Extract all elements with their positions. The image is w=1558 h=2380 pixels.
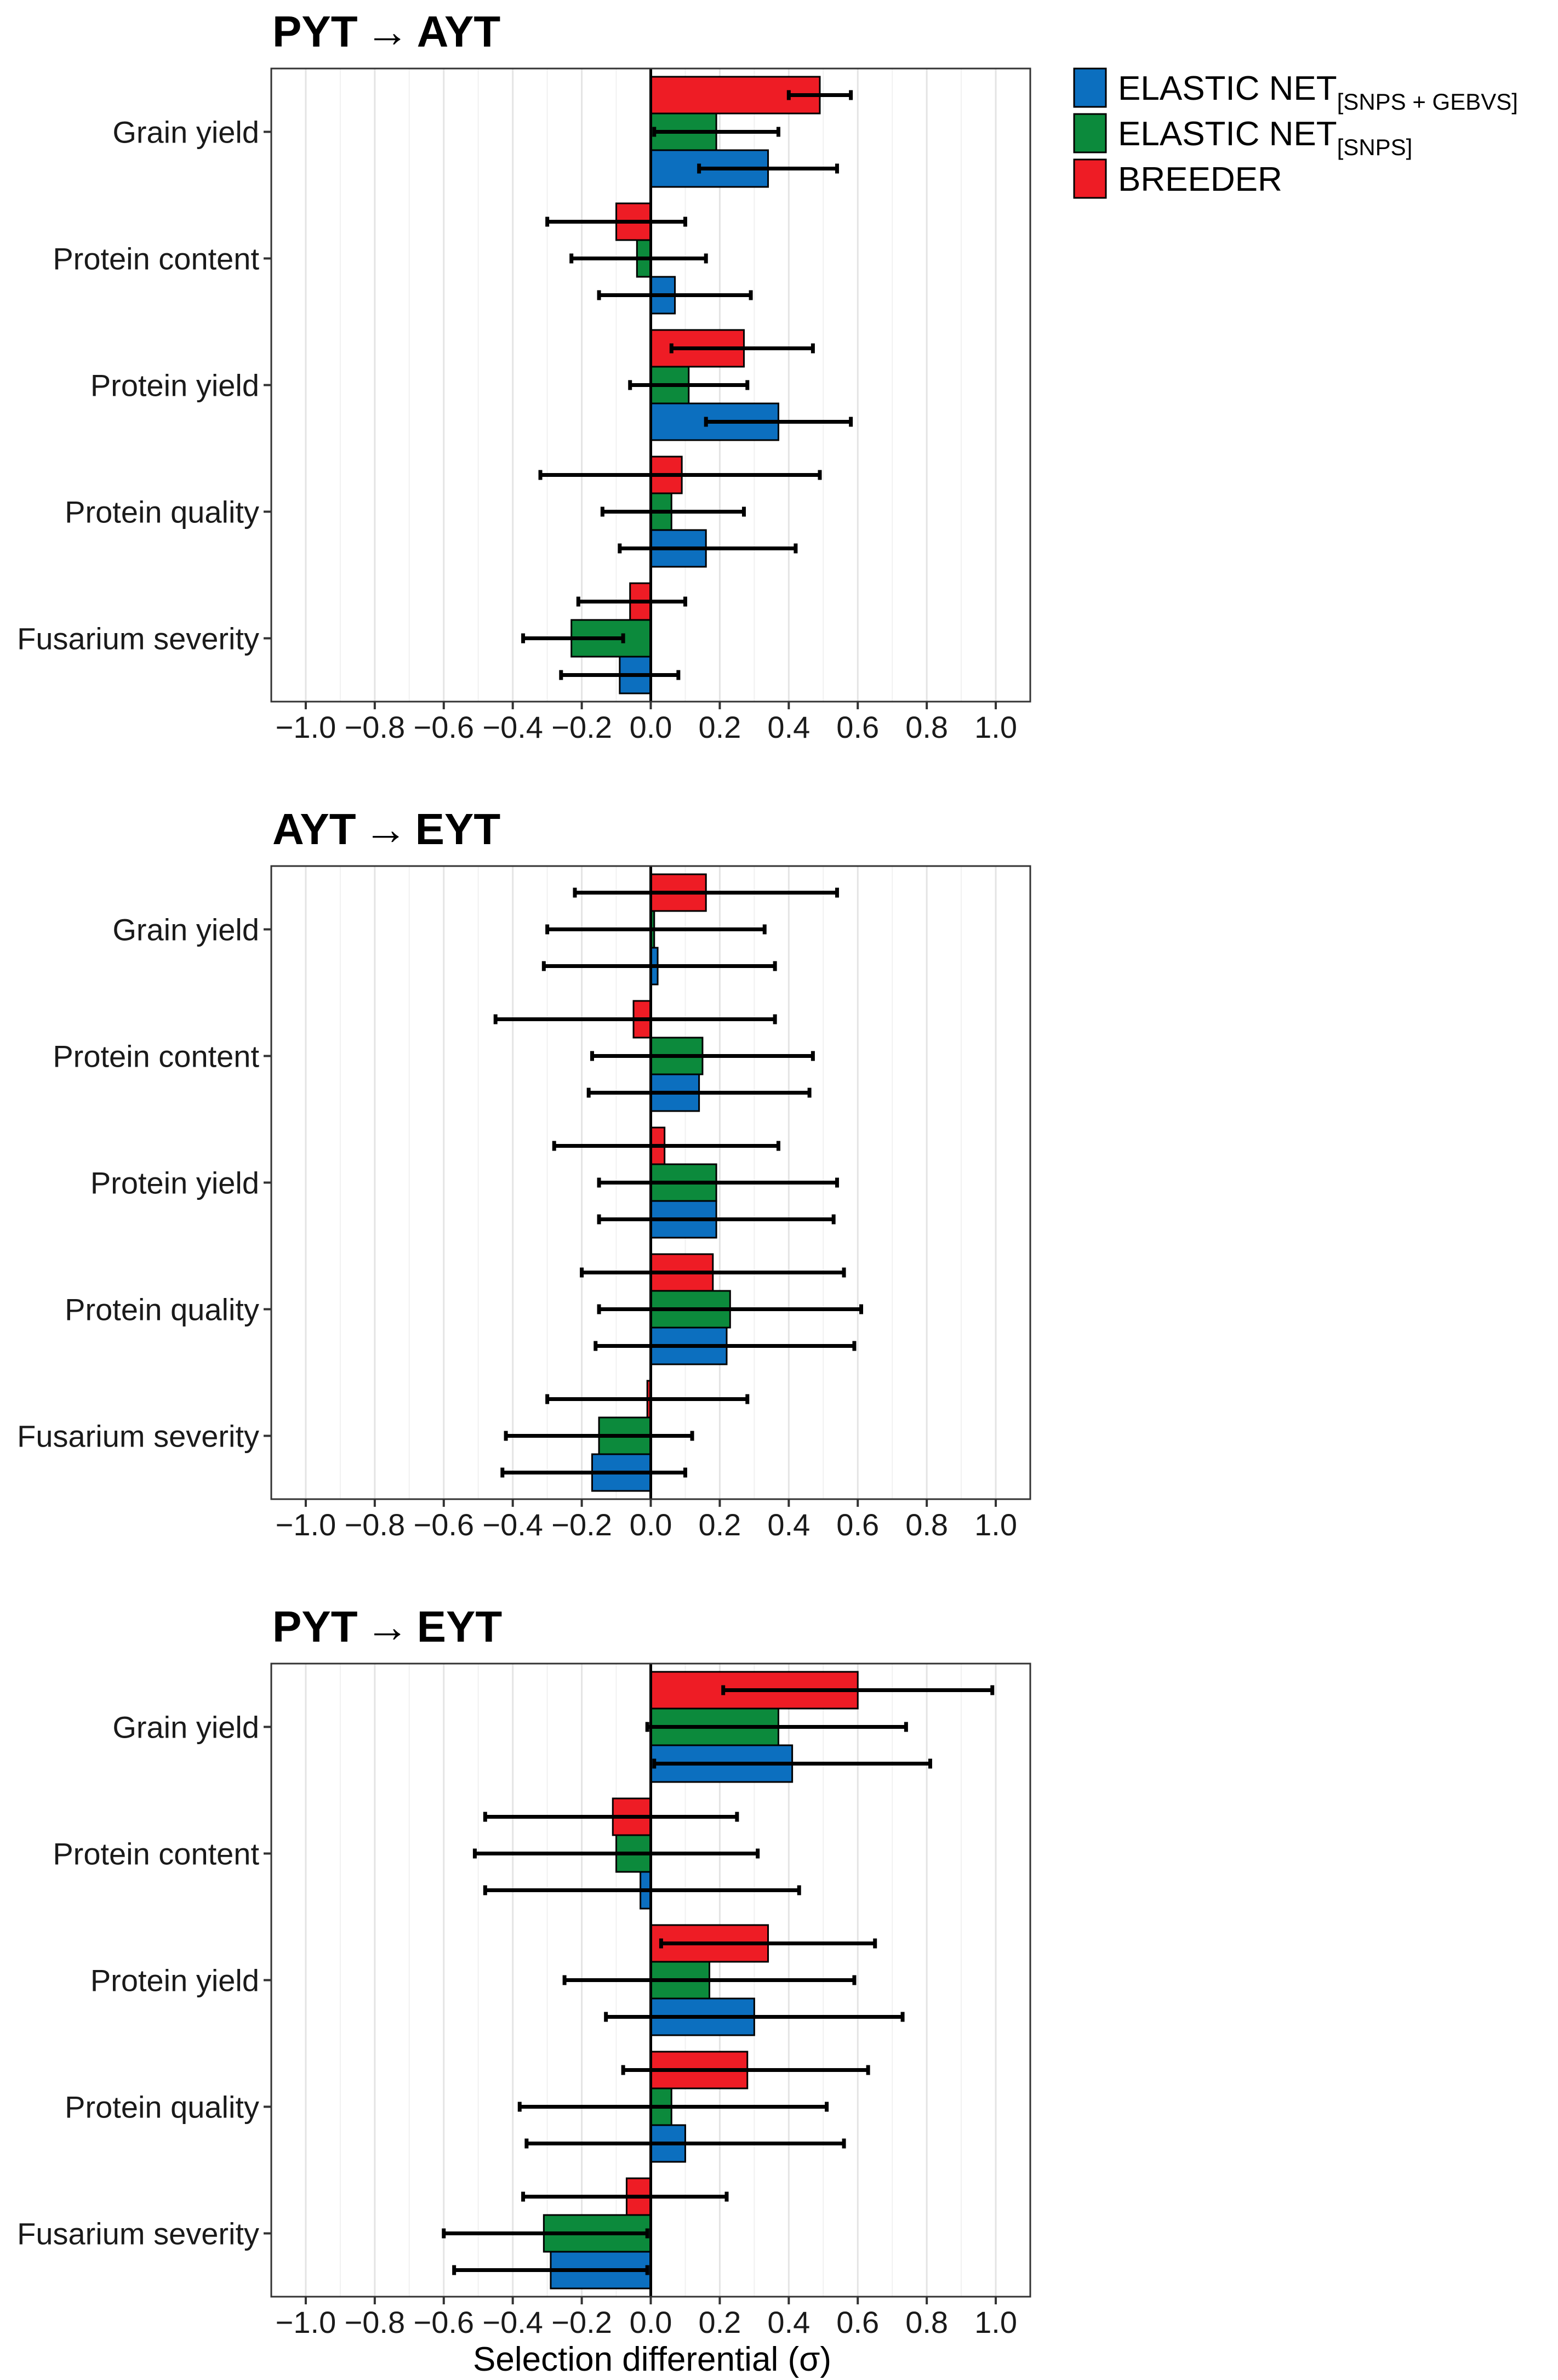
category-label: Protein content	[53, 1039, 259, 1074]
x-tick-label: −0.2	[551, 1507, 612, 1542]
panel-title-to: AYT	[417, 7, 501, 56]
chart-panel-3: PYT → EYT Grain yield Protein content Protein…	[17, 1602, 1031, 2339]
x-tick-label: −0.8	[345, 2305, 406, 2339]
legend: ELASTIC NET[SNPS + GEBVS]ELASTIC NET[SNP…	[1073, 67, 1518, 199]
category-label: Protein yield	[90, 1963, 259, 1998]
legend-label-subscript: [SNPS]	[1337, 134, 1413, 160]
x-tick-label: −0.4	[482, 2305, 543, 2339]
x-tick-label: 0.2	[698, 710, 741, 744]
x-axis-title: Selection differential (σ)	[473, 2341, 831, 2378]
chart-panel-1: PYT → AYT Grain yield Protein content Protein…	[17, 7, 1031, 744]
x-tick-label: 0.8	[905, 2305, 948, 2339]
x-tick-label: −0.2	[551, 710, 612, 744]
legend-item: ELASTIC NET[SNPS]	[1073, 113, 1412, 160]
category-label: Grain yield	[112, 115, 259, 150]
panel-title-arrow: →	[364, 805, 408, 853]
x-tick-label: −1.0	[276, 2305, 336, 2339]
panel-title-to: EYT	[415, 805, 501, 853]
panel-title-from: PYT	[272, 7, 358, 56]
legend-label: ELASTIC NET[SNPS + GEBVS]	[1118, 70, 1518, 115]
legend-swatch	[1073, 113, 1107, 153]
x-tick-label: −1.0	[276, 710, 336, 744]
category-label: Protein yield	[90, 368, 259, 403]
panel-title-arrow: →	[366, 1602, 409, 1651]
x-tick-label: 1.0	[974, 1507, 1017, 1542]
panel-title-to: EYT	[417, 1602, 503, 1651]
x-tick-label: −0.4	[482, 710, 543, 744]
panel-title-from: PYT	[272, 1602, 358, 1651]
x-tick-label: 0.0	[630, 2305, 672, 2339]
x-tick-label: −0.8	[345, 710, 406, 744]
category-label: Grain yield	[112, 913, 259, 947]
panel-title: PYT → EYT	[272, 1602, 502, 1651]
legend-swatch	[1073, 158, 1107, 199]
category-label: Protein content	[53, 1837, 259, 1871]
x-tick-label: −0.6	[413, 710, 474, 744]
legend-label-base: ELASTIC NET	[1118, 70, 1337, 107]
category-label: Fusarium severity	[17, 622, 259, 656]
x-tick-label: −0.6	[413, 2305, 474, 2339]
x-tick-label: 0.4	[767, 2305, 810, 2339]
x-tick-label: 0.2	[698, 2305, 741, 2339]
x-tick-label: 1.0	[974, 710, 1017, 744]
legend-label-subscript: [SNPS + GEBVS]	[1337, 89, 1518, 115]
x-tick-label: −1.0	[276, 1507, 336, 1542]
legend-label: BREEDER	[1118, 161, 1282, 198]
chart-panel-2: AYT → EYT Grain yield Protein content Protein…	[17, 805, 1031, 1542]
category-label: Protein quality	[65, 1293, 259, 1327]
panel-title-from: AYT	[272, 805, 356, 853]
category-label: Grain yield	[112, 1710, 259, 1745]
x-tick-label: 0.6	[836, 2305, 879, 2339]
legend-swatch	[1073, 67, 1107, 108]
category-label: Fusarium severity	[17, 2217, 259, 2251]
x-tick-label: 0.6	[836, 710, 879, 744]
x-tick-label: 0.6	[836, 1507, 879, 1542]
legend-label-base: ELASTIC NET	[1118, 115, 1337, 153]
x-tick-label: −0.8	[345, 1507, 406, 1542]
category-label: Protein yield	[90, 1166, 259, 1200]
x-tick-label: 0.2	[698, 1507, 741, 1542]
x-tick-label: 0.0	[630, 1507, 672, 1542]
x-tick-label: 0.4	[767, 1507, 810, 1542]
legend-item: BREEDER	[1073, 158, 1282, 199]
legend-label: ELASTIC NET[SNPS]	[1118, 115, 1412, 160]
panel-title: PYT → AYT	[272, 7, 500, 56]
category-label: Fusarium severity	[17, 1419, 259, 1454]
legend-item: ELASTIC NET[SNPS + GEBVS]	[1073, 67, 1518, 115]
x-tick-label: 0.8	[905, 710, 948, 744]
x-tick-label: −0.6	[413, 1507, 474, 1542]
category-label: Protein content	[53, 242, 259, 276]
x-tick-label: −0.2	[551, 2305, 612, 2339]
x-tick-label: 1.0	[974, 2305, 1017, 2339]
category-label: Protein quality	[65, 2090, 259, 2125]
x-tick-label: −0.4	[482, 1507, 543, 1542]
panel-title: AYT → EYT	[272, 805, 500, 853]
x-tick-label: 0.4	[767, 710, 810, 744]
x-tick-label: 0.8	[905, 1507, 948, 1542]
x-tick-label: 0.0	[630, 710, 672, 744]
legend-label-base: BREEDER	[1118, 161, 1282, 198]
panel-title-arrow: →	[366, 7, 409, 56]
category-label: Protein quality	[65, 495, 259, 529]
